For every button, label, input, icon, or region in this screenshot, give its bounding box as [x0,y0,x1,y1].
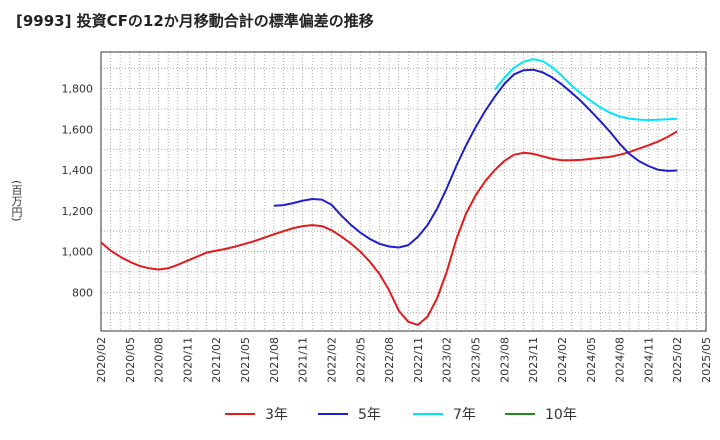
legend-label-2: 5年 [358,407,381,423]
x-tick-label: 2022/11 [412,337,425,383]
x-tick-label: 2025/05 [700,337,713,383]
y-tick-label: 800 [72,286,93,299]
legend-label-1: 3年 [265,407,288,423]
legend-label-3: 7年 [453,407,476,423]
x-tick-label: 2023/08 [498,337,511,383]
x-tick-label: 2024/11 [642,337,655,383]
x-tick-label: 2021/02 [210,337,223,383]
y-tick-label: 1,600 [62,123,94,136]
y-tick-label: 1,800 [62,83,94,96]
series-line-3 [493,58,678,121]
x-tick-label: 2023/11 [527,337,540,383]
x-tick-label: 2021/05 [239,337,252,383]
x-tick-label: 2024/02 [556,337,569,383]
x-tick-label: 2022/02 [325,337,338,383]
x-tick-label: 2024/05 [585,337,598,383]
y-tick-label: 1,000 [62,246,94,259]
x-tick-label: 2020/11 [181,337,194,383]
plot-area [101,52,706,331]
x-tick-label: 2020/05 [124,337,137,383]
x-tick-label: 2021/11 [297,337,310,383]
series-line-1 [100,130,678,326]
x-tick-label: 2022/08 [383,337,396,383]
plot-frame [100,51,707,332]
series-line-2 [273,68,678,249]
y-axis-label: (百万円) [10,180,23,222]
chart-title: [9993] 投資CFの12か月移動合計の標準偏差の推移 [16,12,374,30]
x-tick-label: 2023/05 [470,337,483,383]
x-tick-label: 2024/08 [614,337,627,383]
y-tick-label: 1,200 [62,205,94,218]
x-tick-label: 2022/05 [354,337,367,383]
y-tick-label: 1,400 [62,164,94,177]
x-tick-label: 2023/02 [441,337,454,383]
x-tick-label: 2020/08 [153,337,166,383]
x-tick-label: 2020/02 [95,337,108,383]
x-tick-label: 2025/02 [671,337,684,383]
x-tick-label: 2021/08 [268,337,281,383]
legend-label-4: 10年 [545,407,577,423]
